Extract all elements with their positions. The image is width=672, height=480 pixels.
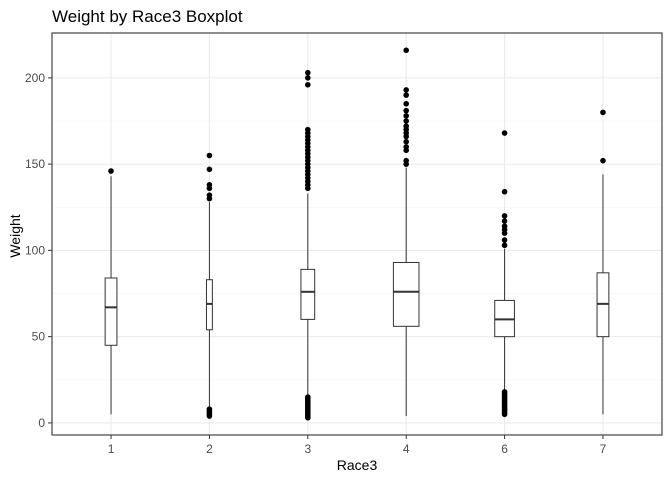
outlier-point [501, 389, 508, 395]
outlier-point [206, 182, 213, 188]
box-6 [494, 130, 515, 418]
y-tick-label: 150 [25, 157, 45, 171]
outlier-point [501, 237, 508, 243]
outlier-point [501, 218, 508, 224]
outlier-point [305, 75, 311, 81]
x-axis-title: Race3 [337, 457, 378, 473]
outlier-point [403, 100, 409, 107]
box-1 [104, 168, 118, 415]
outlier-point [206, 166, 213, 173]
x-tick-label: 7 [600, 442, 607, 456]
y-tick-label: 50 [32, 330, 46, 344]
y-tick-label: 200 [25, 71, 45, 85]
y-axis-ticks: 0 50 100 150 200 [25, 71, 52, 430]
y-axis-title: Weight [7, 214, 23, 257]
box-4 [392, 47, 420, 417]
chart-title: Weight by Race3 Boxplot [52, 7, 243, 26]
outlier-point [403, 113, 409, 119]
x-tick-label: 4 [403, 442, 410, 456]
y-tick-label: 100 [25, 243, 45, 257]
outlier-point [501, 213, 508, 219]
x-tick-label: 6 [501, 442, 508, 456]
outlier-point [403, 144, 409, 150]
x-tick-label: 2 [206, 442, 213, 456]
outlier-point [403, 157, 409, 164]
outlier-point [206, 192, 213, 198]
boxes [104, 47, 610, 421]
outlier-point [403, 87, 409, 93]
box-2 [205, 152, 213, 419]
outlier-point [403, 118, 409, 124]
box-7 [596, 109, 610, 415]
outlier-point [108, 168, 114, 174]
box-iqr [392, 261, 420, 327]
outlier-point [501, 188, 508, 195]
x-tick-label: 1 [108, 442, 115, 456]
outlier-point [600, 157, 606, 164]
outlier-point [206, 406, 213, 412]
box-3 [300, 69, 316, 421]
outlier-point [305, 81, 311, 88]
outlier-point [305, 394, 311, 400]
grid [52, 33, 662, 435]
outlier-point [403, 123, 409, 129]
x-tick-label: 3 [304, 442, 311, 456]
x-axis-ticks: 1 2 3 4 6 7 [108, 435, 607, 456]
outlier-point [206, 152, 213, 159]
box-iqr [104, 277, 118, 346]
outlier-point [305, 69, 311, 76]
outlier-point [305, 126, 311, 133]
panel-border [51, 32, 663, 436]
outlier-point [403, 92, 409, 98]
outlier-point [501, 130, 508, 136]
outlier-point [501, 223, 508, 230]
y-tick-label: 0 [38, 416, 45, 430]
box-iqr [300, 268, 316, 320]
outlier-point [600, 109, 606, 116]
outlier-point [403, 138, 409, 145]
outlier-point [403, 47, 409, 54]
outlier-point [403, 107, 409, 114]
outlier-point [501, 242, 508, 249]
